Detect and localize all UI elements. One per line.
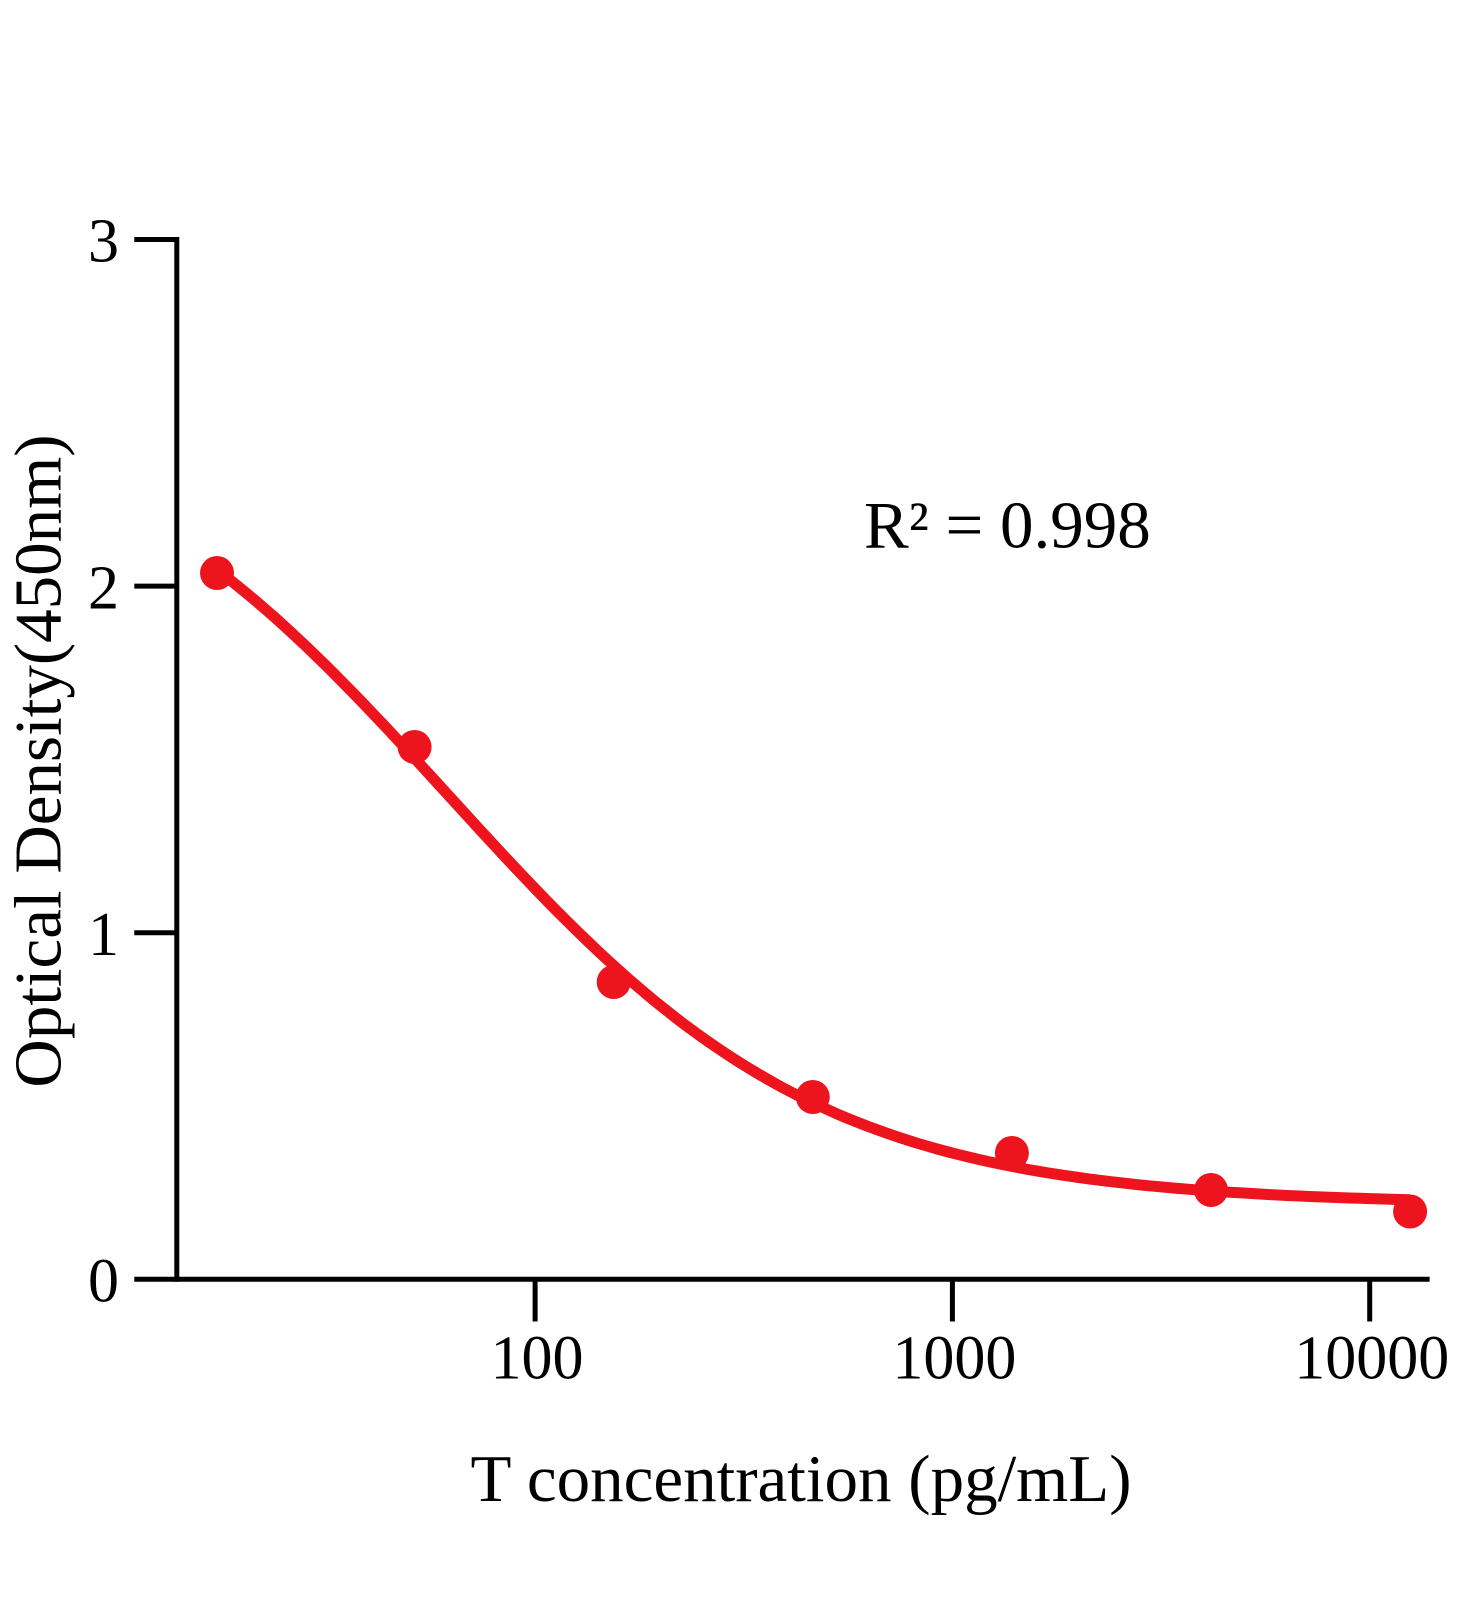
- svg-text:10000: 10000: [1294, 1325, 1449, 1393]
- svg-text:3: 3: [88, 208, 119, 276]
- svg-text:1: 1: [88, 901, 119, 969]
- svg-text:T concentration (pg/mL): T concentration (pg/mL): [470, 1442, 1131, 1516]
- svg-text:100: 100: [491, 1325, 584, 1393]
- svg-text:1000: 1000: [892, 1325, 1016, 1393]
- svg-text:2: 2: [88, 555, 119, 623]
- svg-text:Optical Density(450nm): Optical Density(450nm): [2, 434, 76, 1087]
- svg-text:0: 0: [88, 1248, 119, 1316]
- svg-text:R² = 0.998: R² = 0.998: [864, 489, 1151, 563]
